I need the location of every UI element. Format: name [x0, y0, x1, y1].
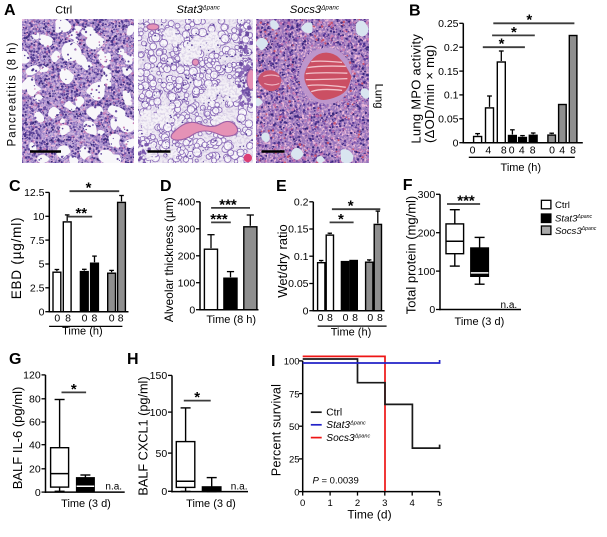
svg-text:7.5: 7.5 [30, 235, 45, 247]
svg-text:0.05: 0.05 [288, 278, 309, 290]
svg-text:0: 0 [509, 145, 515, 157]
svg-text:8: 8 [118, 312, 124, 324]
svg-text:0: 0 [549, 145, 555, 157]
svg-text:G: G [9, 351, 21, 368]
svg-text:Time (h): Time (h) [501, 162, 542, 174]
svg-text:*: * [338, 211, 344, 228]
svg-text:Time (h): Time (h) [62, 325, 103, 337]
svg-text:5: 5 [39, 259, 45, 271]
svg-text:0.15: 0.15 [288, 224, 309, 236]
svg-text:Time (h): Time (h) [331, 326, 372, 338]
svg-text:100: 100 [178, 277, 196, 289]
svg-text:4: 4 [519, 145, 525, 157]
svg-text:*: * [511, 24, 517, 41]
svg-text:8: 8 [327, 312, 333, 324]
svg-text:40: 40 [29, 439, 41, 451]
svg-text:0: 0 [82, 312, 88, 324]
svg-text:*: * [499, 36, 505, 53]
svg-text:4: 4 [559, 145, 565, 157]
svg-text:4: 4 [485, 145, 491, 157]
svg-text:*: * [86, 180, 92, 197]
svg-text:**: ** [75, 205, 87, 222]
svg-text:0.2: 0.2 [444, 42, 459, 54]
svg-text:8: 8 [530, 145, 536, 157]
svg-text:0: 0 [109, 312, 115, 324]
svg-text:60: 60 [29, 417, 41, 429]
svg-text:0.25: 0.25 [438, 18, 459, 30]
svg-text:Ctrl: Ctrl [555, 200, 570, 211]
svg-text:C: C [9, 178, 21, 195]
svg-text:0: 0 [39, 306, 45, 318]
svg-text:0: 0 [453, 137, 459, 149]
svg-text:300: 300 [418, 189, 436, 201]
svg-text:BALF IL-6 (pg/ml): BALF IL-6 (pg/ml) [10, 387, 25, 490]
svg-text:200: 200 [418, 227, 436, 239]
svg-text:0.05: 0.05 [438, 114, 459, 126]
svg-text:120: 120 [23, 370, 41, 382]
svg-text:0: 0 [367, 312, 373, 324]
svg-text:8: 8 [377, 312, 383, 324]
svg-text:300: 300 [178, 224, 196, 236]
svg-text:*: * [348, 198, 354, 215]
svg-text:(ΔOD/min × mg): (ΔOD/min × mg) [422, 45, 437, 143]
svg-text:0: 0 [429, 304, 435, 316]
svg-text:8: 8 [65, 312, 71, 324]
svg-text:20: 20 [29, 464, 41, 476]
svg-text:F: F [403, 177, 413, 194]
svg-text:0.15: 0.15 [438, 66, 459, 78]
svg-text:100: 100 [418, 266, 436, 278]
svg-text:0.1: 0.1 [294, 251, 309, 263]
svg-text:***: *** [210, 211, 228, 228]
svg-text:10: 10 [33, 211, 45, 223]
svg-text:EBD (µg/ml): EBD (µg/ml) [9, 217, 24, 300]
svg-text:8: 8 [570, 145, 576, 157]
svg-text:200: 200 [178, 251, 196, 263]
svg-text:A: A [4, 2, 16, 19]
svg-text:2.5: 2.5 [30, 283, 45, 295]
svg-text:8: 8 [352, 312, 358, 324]
svg-text:0.2: 0.2 [294, 197, 309, 209]
svg-text:Pancreatitis (8 h): Pancreatitis (8 h) [6, 42, 18, 147]
svg-text:0: 0 [189, 304, 195, 316]
svg-text:0: 0 [318, 312, 324, 324]
svg-text:0: 0 [343, 312, 349, 324]
svg-text:E: E [276, 178, 287, 195]
svg-text:0: 0 [303, 305, 309, 317]
svg-text:Time (3 d): Time (3 d) [455, 316, 505, 328]
svg-text:12.5: 12.5 [24, 187, 45, 199]
svg-text:D: D [160, 178, 172, 195]
svg-text:*: * [526, 12, 532, 29]
svg-text:80: 80 [29, 394, 41, 406]
svg-text:0: 0 [470, 145, 476, 157]
svg-text:0: 0 [54, 312, 60, 324]
svg-text:Lung: Lung [373, 84, 385, 109]
svg-text:400: 400 [178, 197, 196, 209]
svg-text:0.1: 0.1 [444, 90, 459, 102]
svg-text:***: *** [219, 196, 237, 213]
svg-text:Ctrl: Ctrl [55, 4, 72, 16]
svg-text:Alveolar thickness (µm): Alveolar thickness (µm) [162, 197, 176, 322]
svg-text:8: 8 [501, 145, 507, 157]
svg-text:n.a.: n.a. [501, 300, 518, 311]
svg-text:0: 0 [35, 487, 41, 499]
svg-text:8: 8 [91, 312, 97, 324]
svg-text:B: B [409, 3, 421, 20]
svg-text:Time (8 h): Time (8 h) [206, 314, 256, 326]
svg-text:***: *** [457, 192, 475, 209]
svg-text:Total protein (mg/ml): Total protein (mg/ml) [403, 196, 418, 314]
